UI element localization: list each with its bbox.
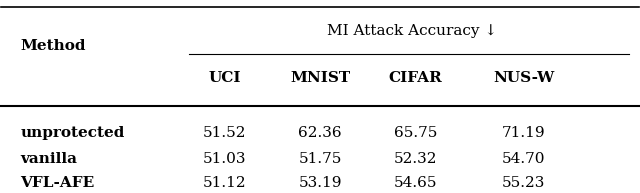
Text: NUS-W: NUS-W bbox=[493, 71, 554, 85]
Text: VFL-AFE: VFL-AFE bbox=[20, 176, 95, 190]
Text: 54.65: 54.65 bbox=[394, 176, 437, 190]
Text: vanilla: vanilla bbox=[20, 152, 77, 166]
Text: 71.19: 71.19 bbox=[502, 126, 546, 140]
Text: Method: Method bbox=[20, 39, 86, 53]
Text: CIFAR: CIFAR bbox=[388, 71, 442, 85]
Text: 52.32: 52.32 bbox=[394, 152, 437, 166]
Text: 53.19: 53.19 bbox=[298, 176, 342, 190]
Text: 65.75: 65.75 bbox=[394, 126, 437, 140]
Text: unprotected: unprotected bbox=[20, 126, 125, 140]
Text: 62.36: 62.36 bbox=[298, 126, 342, 140]
Text: 51.52: 51.52 bbox=[203, 126, 246, 140]
Text: 51.03: 51.03 bbox=[203, 152, 246, 166]
Text: UCI: UCI bbox=[208, 71, 241, 85]
Text: 51.75: 51.75 bbox=[298, 152, 342, 166]
Text: 55.23: 55.23 bbox=[502, 176, 545, 190]
Text: 54.70: 54.70 bbox=[502, 152, 546, 166]
Text: 51.12: 51.12 bbox=[203, 176, 246, 190]
Text: MI Attack Accuracy ↓: MI Attack Accuracy ↓ bbox=[327, 25, 497, 38]
Text: MNIST: MNIST bbox=[290, 71, 350, 85]
